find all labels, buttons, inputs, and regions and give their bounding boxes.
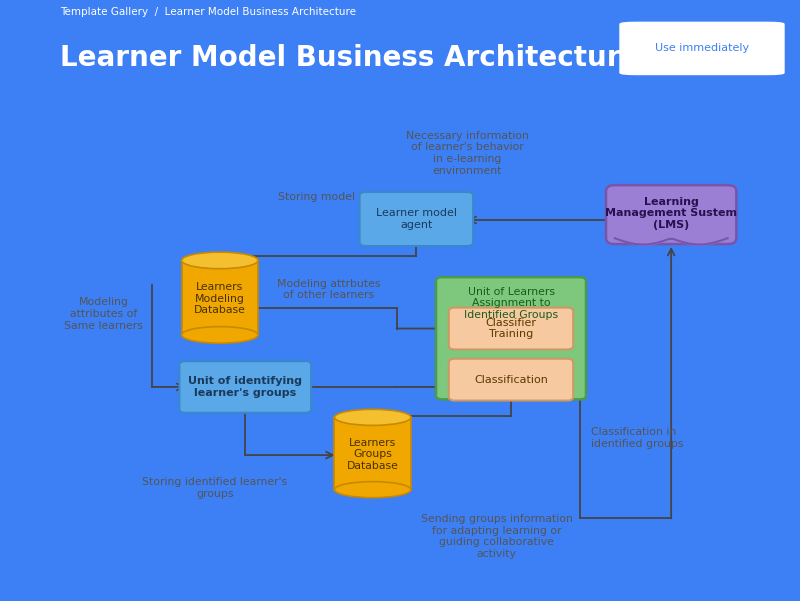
Text: Modeling attrbutes
of other learners: Modeling attrbutes of other learners <box>278 279 381 300</box>
FancyBboxPatch shape <box>179 361 311 413</box>
Text: Modeling
attributes of
Same learners: Modeling attributes of Same learners <box>64 297 142 331</box>
Text: Unit of Learners
Assignment to
Identified Groups: Unit of Learners Assignment to Identifie… <box>464 287 558 320</box>
Text: Classifier
Training: Classifier Training <box>486 318 537 340</box>
FancyBboxPatch shape <box>449 308 574 349</box>
Text: Unit of identifying
learner's groups: Unit of identifying learner's groups <box>188 376 302 398</box>
Ellipse shape <box>334 409 411 426</box>
Text: Learner model
agent: Learner model agent <box>376 208 457 230</box>
Text: Template Gallery  /  Learner Model Business Architecture: Template Gallery / Learner Model Busines… <box>60 7 356 17</box>
Text: Classification in
identified groups: Classification in identified groups <box>591 427 683 449</box>
Text: Learning
Management Sustem
(LMS): Learning Management Sustem (LMS) <box>605 197 737 230</box>
Bar <box>336 417 410 419</box>
Ellipse shape <box>334 481 411 498</box>
Bar <box>334 417 411 490</box>
FancyBboxPatch shape <box>449 359 574 401</box>
Text: Classification: Classification <box>474 374 548 385</box>
Text: Use immediately: Use immediately <box>655 43 750 53</box>
FancyBboxPatch shape <box>359 192 473 246</box>
Bar <box>183 260 257 263</box>
Text: Sending groups information
for adapting learning or
guiding collaborative
activi: Sending groups information for adapting … <box>421 514 572 559</box>
FancyBboxPatch shape <box>606 185 736 244</box>
Bar <box>182 260 258 335</box>
FancyBboxPatch shape <box>620 22 784 75</box>
Text: Storing identified learner's
groups: Storing identified learner's groups <box>142 477 287 498</box>
Text: Learners
Modeling
Database: Learners Modeling Database <box>194 282 246 315</box>
FancyBboxPatch shape <box>436 277 586 400</box>
Ellipse shape <box>182 326 258 343</box>
Text: Learner Model Business Architecture: Learner Model Business Architecture <box>60 44 639 72</box>
Ellipse shape <box>182 252 258 269</box>
Text: Storing model: Storing model <box>278 192 355 202</box>
Text: Necessary information
of learner's behavior
in e-learning
environment: Necessary information of learner's behav… <box>406 131 529 175</box>
Text: Learners
Groups
Database: Learners Groups Database <box>346 438 398 471</box>
